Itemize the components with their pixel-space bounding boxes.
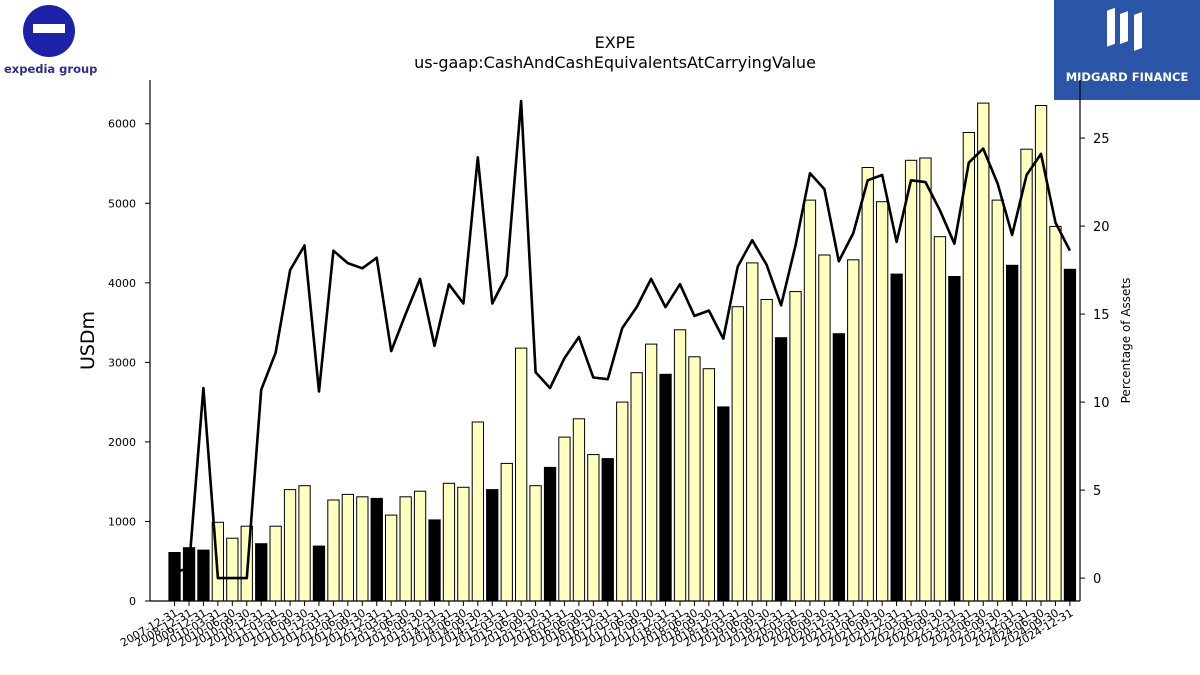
bar: [630, 372, 643, 602]
bar: [442, 482, 456, 602]
percent-line-series: [174, 99, 1072, 580]
bar-series: [168, 102, 1077, 602]
y-tick-label: 1000: [108, 515, 136, 528]
midgard-finance-logo: MIDGARD FINANCE: [1054, 0, 1200, 100]
bar: [356, 496, 369, 602]
bar: [832, 333, 846, 602]
y-tick-label: 4000: [108, 277, 136, 290]
y2-tick-label: 25: [1093, 132, 1110, 147]
bar: [861, 167, 874, 602]
midgard-logo-mark-icon: [1107, 7, 1142, 51]
bar: [1006, 264, 1019, 602]
y-tick-label: 0: [129, 595, 136, 608]
bar: [515, 347, 528, 602]
expedia-group-logo: expedia group: [0, 0, 100, 80]
y-tick-label: 6000: [108, 118, 136, 131]
bar: [760, 299, 773, 602]
y2-tick-label: 0: [1093, 572, 1101, 587]
bar: [774, 337, 788, 602]
bar: [312, 545, 326, 602]
bar: [197, 549, 210, 602]
bar: [543, 466, 557, 602]
bar: [818, 254, 831, 602]
y-axis-label: USDm: [77, 311, 99, 370]
bar: [572, 418, 586, 602]
bar: [1049, 225, 1062, 602]
bar: [269, 525, 282, 602]
bar: [789, 291, 802, 602]
bar: [919, 157, 932, 602]
bar: [688, 356, 701, 602]
y-tick-label: 2000: [108, 436, 136, 449]
bar: [601, 458, 614, 602]
bar: [803, 199, 817, 602]
bar: [876, 201, 889, 602]
bar: [933, 236, 947, 602]
bar: [168, 552, 181, 602]
y2-axis-label: Percentage of Assets: [1119, 278, 1133, 404]
expedia-logo-text: expedia group: [4, 62, 98, 76]
bar: [283, 489, 297, 602]
bar: [962, 132, 976, 602]
bar: [529, 485, 542, 602]
bar: [616, 401, 629, 602]
bar: [428, 519, 441, 602]
bar: [298, 485, 311, 602]
axes: 010002000300040005000600005101520252007-…: [108, 80, 1110, 650]
bar: [471, 421, 485, 602]
chart-title: EXPE: [595, 33, 636, 52]
bar: [500, 462, 513, 602]
percent-line: [174, 99, 1072, 580]
y2-tick-label: 10: [1093, 396, 1110, 411]
bar: [673, 329, 687, 602]
y2-tick-label: 15: [1093, 308, 1110, 323]
expedia-logo-mark-icon: [23, 5, 75, 57]
bar: [413, 490, 427, 602]
bar: [746, 262, 759, 602]
bar: [327, 499, 340, 602]
bar: [1034, 105, 1048, 602]
bar: [558, 436, 571, 602]
bar: [587, 454, 600, 602]
bar: [370, 497, 383, 602]
bar: [399, 496, 412, 602]
bar: [457, 486, 470, 602]
bar: [645, 343, 658, 602]
chart-subtitle: us-gaap:CashAndCashEquivalentsAtCarrying…: [414, 53, 816, 72]
bar: [948, 276, 961, 602]
y2-tick-label: 20: [1093, 220, 1110, 235]
bar: [977, 102, 990, 602]
bar: [226, 537, 239, 602]
bar: [1063, 268, 1077, 602]
bar: [717, 406, 730, 602]
y-tick-label: 5000: [108, 197, 136, 210]
bar: [991, 199, 1004, 602]
y2-tick-label: 5: [1093, 484, 1101, 499]
bar: [659, 373, 672, 602]
bar: [486, 489, 499, 602]
midgard-logo-text: MIDGARD FINANCE: [1065, 70, 1189, 84]
bar: [385, 514, 398, 602]
bar: [341, 493, 355, 602]
bar: [255, 543, 268, 602]
bar: [904, 159, 918, 602]
bar: [1020, 148, 1033, 602]
bar: [731, 306, 744, 602]
bar: [890, 273, 903, 602]
y-tick-label: 3000: [108, 356, 136, 369]
bar: [702, 368, 716, 602]
bar: [847, 259, 860, 602]
